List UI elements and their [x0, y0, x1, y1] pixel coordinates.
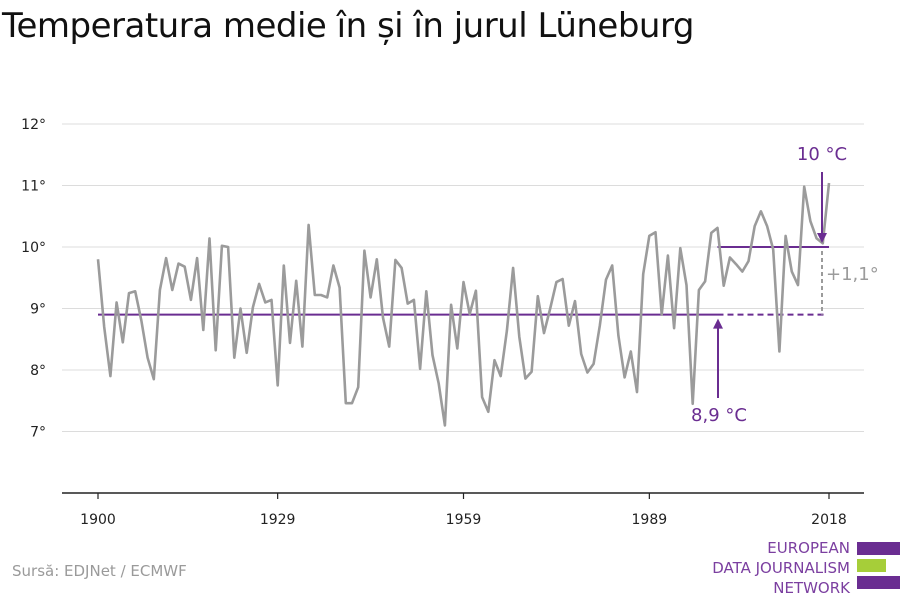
logo-line: NETWORK: [773, 579, 850, 597]
y-tick-label: 9°: [30, 302, 46, 318]
y-tick-label: 8°: [30, 363, 46, 379]
source-credit: Sursă: EDJNet / ECMWF: [12, 562, 187, 580]
edjnet-logo: EUROPEAN DATA JOURNALISM NETWORK: [700, 538, 900, 598]
x-tick-label: 1900: [80, 512, 116, 528]
y-tick-label: 7°: [30, 425, 46, 441]
logo-bar-purple: [857, 576, 900, 589]
x-tick-label: 2018: [811, 512, 847, 528]
logo-line: EUROPEAN: [767, 539, 850, 557]
chart-title: Temperatura medie în și în jurul Lünebur…: [2, 6, 694, 46]
logo-text: EUROPEAN DATA JOURNALISM NETWORK: [712, 538, 850, 598]
logo-bar-purple: [857, 542, 900, 555]
x-tick-label: 1929: [260, 512, 296, 528]
x-tick-label: 1959: [446, 512, 482, 528]
baseline-label: 8,9 °C: [691, 405, 747, 426]
x-tick-label: 1989: [632, 512, 668, 528]
difference-label: +1,1°: [826, 264, 879, 285]
recent-arrowhead: [817, 233, 827, 243]
baseline-arrowhead: [713, 318, 723, 329]
y-tick-label: 10°: [21, 240, 46, 256]
logo-bar-green: [857, 559, 886, 572]
recent-label: 10 °C: [797, 144, 847, 165]
y-tick-label: 11°: [21, 179, 46, 195]
temperature-series-line: [96, 182, 831, 427]
y-tick-label: 12°: [21, 117, 46, 133]
logo-line: DATA JOURNALISM: [712, 559, 850, 577]
